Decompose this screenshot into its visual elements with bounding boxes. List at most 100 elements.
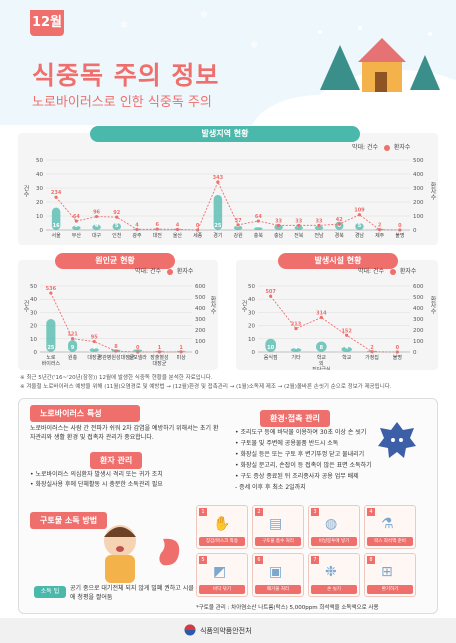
trash-icon: ▣ [269,564,283,580]
bar-value-label: 8 [320,345,324,351]
y-right-tick-label: 0 [195,350,199,356]
x-tick-label: 불명 [395,232,404,239]
facility-y-left-title: 건수 [240,300,247,312]
bar-value-label: 4 [95,223,99,229]
bar-value-label: 2 [136,345,140,351]
legend-patients-swatch [389,268,396,275]
x-tick-label: 장관병원성대장균 [98,354,135,361]
hand-wash-icon: ❉ [325,564,337,580]
x-tick-label: 기타 [291,354,301,361]
legend-cases-label: 건수 [149,268,162,275]
facility-chart-title: 발생시설 현황 [278,253,398,269]
bar-cases [314,225,324,230]
y-right-tick-label: 500 [413,158,424,164]
x-tick-label: 대구 [92,232,102,239]
bar-cases [265,338,276,352]
point-value-label: 507 [265,289,276,295]
y-right-tick-label: 200 [195,328,206,334]
step-card: 4 ⚗ 락스 희석액 준비 [364,505,416,549]
y-left-tick-label: 0 [252,350,256,356]
bar-value-label: 1 [179,345,183,351]
disinfect-tip-label: 소독 팁 [34,586,66,598]
x-tick-label: 강원 [234,232,244,239]
bar-cases [294,225,304,230]
source-chart-title: 원인균 현황 [55,253,175,269]
point-value-label: 234 [51,190,62,196]
x-tick-label: 경기 [213,232,222,239]
patient-management-tab: 환자 관리 [90,452,143,469]
month-badge: 12월 [30,10,64,36]
legend-cases-label: 건수 [366,144,379,151]
disinfection-steps: 1 ✋ 장갑/마스크 착용 2 ▤ 구토물 흡수 처리 3 ◍ 비닐봉투에 넣기 4 ⚗ 락스 … [196,505,416,597]
legend-prefix: 막대: [352,144,366,151]
y-left-tick-label: 10 [36,214,43,220]
header-banner: ❄ ❄ ❄ 12월 식중독 주의 정보 노로바이러스로 인한 식중독 주의 [0,0,456,125]
mop-icon: ◩ [213,564,227,580]
point-value-label: 6 [155,222,159,228]
y-right-tick-label: 200 [413,200,424,206]
step-card: 1 ✋ 장갑/마스크 착용 [196,505,248,549]
point-patients [276,223,281,227]
y-left-tick-label: 20 [248,324,255,330]
y-right-tick-label: 300 [413,317,424,323]
note-series: ※ 겨울철 노로바이러스 예방을 위해 (11월)오염경로 및 예방법 → (1… [20,384,392,390]
bar-cases [89,348,99,352]
facility-chart-legend: 막대: 건수 환자수 [358,266,416,275]
legend-patients-swatch [383,144,390,151]
y-right-tick-label: 600 [413,284,424,290]
point-value-label: 0 [196,223,200,229]
bar-cases [341,346,352,352]
facility-y-right-title: 환자수 [429,296,436,314]
bar-cases [72,225,81,230]
bar-value-label: 5 [358,223,362,229]
page-title: 식중독 주의 정보 [32,61,220,90]
series-line-patients [55,180,400,231]
y-left-tick-label: 50 [248,284,255,290]
bar-value-label: 5 [115,223,119,229]
x-tick-label: 전북 [294,232,304,239]
facility-chart: 01020304050010020030040050060010음식점3기타8학… [248,284,424,370]
point-value-label: 33 [275,218,282,224]
winter-village-illustration [318,26,440,92]
region-chart-panel [18,133,438,245]
government-logo-icon [184,624,196,636]
step-card: 7 ❉ 손 씻기 [308,553,360,597]
x-tick-label: 울산 [173,232,183,239]
legend-patients-label: 환자수 [399,268,417,275]
point-value-label: 4 [135,222,139,228]
env-item: • 구도 증상 종료된 뒤 조리종사자 공용 업무 배제 [235,473,359,480]
point-value-label: 0 [396,345,400,351]
patient-item: • 노로바이러스 의심환자 발생시 격리 또는 귀가 조치 [30,471,163,478]
legend-cases-label: 건수 [372,268,385,275]
source-chart: 01020304050010020030040050060025노로바이러스9원… [30,284,206,367]
region-chart: 01020304050010020030040050016서울3부산4대구5인천… [36,158,424,239]
region-chart-legend: 막대: 건수 환자수 [352,142,410,151]
point-value-label: 2 [370,345,374,351]
env-item: - 증세 이후 후 최소 2일까지 [235,484,306,491]
vomit-disinfection-tab: 구토물 소독 방법 [30,512,108,529]
point-patients [115,215,119,219]
bar-value-label: 3 [93,345,97,351]
point-value-label: 33 [316,218,323,224]
x-tick-label: 세종 [193,232,203,239]
bar-cases [68,340,78,352]
y-right-tick-label: 0 [413,228,417,234]
y-left-tick-label: 0 [34,350,38,356]
legend-patients-label: 환자수 [176,268,194,275]
bar-value-label: 4 [345,345,349,351]
x-tick-label: 외 [319,360,324,367]
y-right-tick-label: 100 [413,339,424,345]
bar-value-label: 6 [337,223,341,229]
point-value-label: 1 [179,345,183,351]
y-right-tick-label: 400 [195,306,206,312]
bar-value-label: 25 [214,223,221,229]
x-tick-label: 서울 [52,232,62,239]
bar-cases [112,223,122,230]
stomach-icon [159,538,180,566]
snowflake-icon: ❄ [120,20,129,31]
page-subtitle: 노로바이러스로 인한 식중독 주의 [32,95,212,110]
point-value-label: 64 [255,214,262,220]
x-tick-label: 학교 [342,354,352,361]
legend-prefix: 막대: [358,268,372,275]
